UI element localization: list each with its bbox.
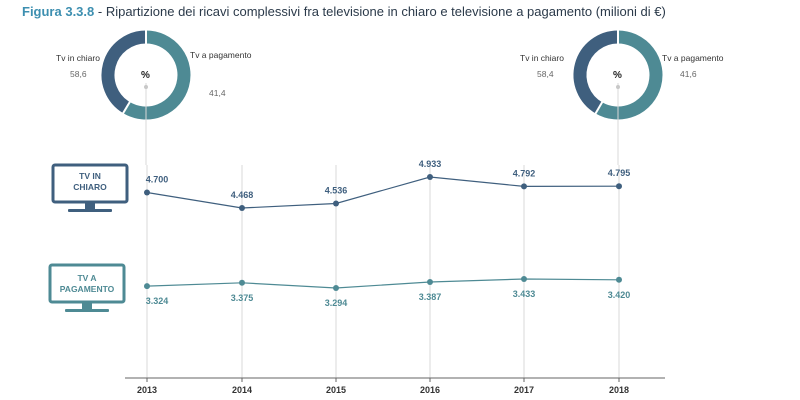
donut-2018-pagamento-label: Tv a pagamento [662, 53, 724, 63]
point-chiaro-2013 [144, 189, 150, 196]
point-pagamento-2013 [144, 283, 150, 290]
tv-icon-chiaro-base [68, 209, 112, 212]
tv-pagamento-label-line1: TV A [77, 273, 97, 283]
data-label-pagamento-2018: 3.420 [608, 290, 631, 300]
x-tick-label-2013: 2013 [137, 385, 157, 395]
donut-2018-pagamento-value: 41,6 [680, 69, 697, 79]
data-label-chiaro-2016: 4.933 [419, 159, 442, 169]
data-label-chiaro-2017: 4.792 [513, 168, 536, 178]
x-tick-label-2016: 2016 [420, 385, 440, 395]
tv-chiaro-label: TV IN CHIARO [55, 171, 125, 193]
series-line-pagamento [146, 278, 620, 289]
point-pagamento-2016 [427, 279, 433, 285]
donut-2013-separator-1 [121, 100, 132, 115]
x-tick-label-2015: 2015 [326, 385, 346, 395]
point-chiaro-2014 [239, 205, 245, 211]
title-text: Ripartizione dei ricavi complessivi fra … [105, 4, 666, 19]
tv-chiaro-label-line2: CHIARO [73, 182, 107, 192]
point-chiaro-2018 [616, 183, 622, 190]
point-pagamento-2015 [333, 285, 339, 291]
tv-pagamento-label-line2: PAGAMENTO [59, 284, 115, 294]
tv-icon-pagamento-stand [82, 303, 92, 309]
title-separator: - [94, 4, 106, 19]
point-pagamento-2017 [521, 276, 527, 282]
data-label-chiaro-2013: 4.700 [146, 175, 169, 185]
data-label-chiaro-2014: 4.468 [231, 190, 254, 200]
point-chiaro-2016 [427, 174, 433, 180]
donut-2018-chiaro-label: Tv in chiaro [520, 53, 564, 63]
data-label-chiaro-2018: 4.795 [608, 168, 631, 178]
tv-icon-pagamento-base [65, 309, 109, 312]
donut-2013-chiaro-slice [101, 30, 147, 114]
point-chiaro-2015 [333, 200, 339, 207]
point-pagamento-2018 [616, 276, 622, 283]
point-chiaro-2017 [521, 183, 527, 190]
series-line-chiaro [146, 176, 620, 209]
data-label-pagamento-2016: 3.387 [419, 292, 442, 302]
data-label-pagamento-2015: 3.294 [325, 298, 348, 308]
donut-2018-chiaro-slice [573, 30, 619, 114]
tv-icon-pagamento [48, 263, 126, 304]
donut-2018-separator-1 [594, 100, 604, 115]
tv-icon-chiaro [51, 163, 129, 204]
donut-2013-chiaro-value: 58,6 [70, 69, 87, 79]
donut-2013-chiaro-label: Tv in chiaro [56, 53, 100, 63]
data-label-pagamento-2017: 3.433 [513, 289, 536, 299]
tv-icon-chiaro-stand [85, 203, 95, 209]
data-label-pagamento-2014: 3.375 [231, 293, 254, 303]
figure-title: Figura 3.3.8 - Ripartizione dei ricavi c… [22, 4, 666, 19]
point-pagamento-2014 [239, 279, 245, 286]
donut-2018-connector-dot [616, 85, 620, 89]
figure-number: Figura 3.3.8 [22, 4, 95, 19]
data-label-pagamento-2013: 3.324 [146, 296, 169, 306]
tv-pagamento-label: TV A PAGAMENTO [52, 273, 122, 295]
tv-chiaro-label-line1: TV IN [79, 171, 101, 181]
donut-2013-pagamento-label: Tv a pagamento [190, 50, 252, 60]
x-tick-label-2017: 2017 [514, 385, 534, 395]
data-label-chiaro-2015: 4.536 [325, 186, 348, 196]
donut-2018-chiaro-value: 58,4 [537, 69, 554, 79]
x-tick-label-2014: 2014 [232, 385, 252, 395]
donut-2018-center: % [613, 70, 622, 81]
donut-2013-connector-dot [144, 85, 148, 89]
donut-2013-center: % [141, 70, 150, 81]
donut-2018-pagamento-slice [595, 30, 663, 120]
donut-2013-pagamento-slice [123, 30, 191, 120]
donut-2013-pagamento-value: 41,4 [209, 88, 226, 98]
x-tick-label-2018: 2018 [609, 385, 629, 395]
